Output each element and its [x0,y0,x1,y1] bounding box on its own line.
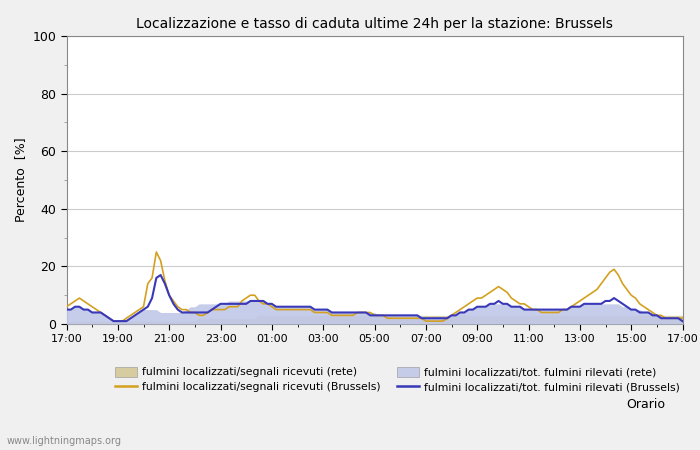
Text: www.lightningmaps.org: www.lightningmaps.org [7,436,122,446]
Legend: fulmini localizzati/segnali ricevuti (rete), fulmini localizzati/segnali ricevut: fulmini localizzati/segnali ricevuti (re… [115,367,680,392]
Title: Localizzazione e tasso di caduta ultime 24h per la stazione: Brussels: Localizzazione e tasso di caduta ultime … [136,17,613,31]
Y-axis label: Percento  [%]: Percento [%] [14,138,27,222]
Text: Orario: Orario [626,398,665,411]
